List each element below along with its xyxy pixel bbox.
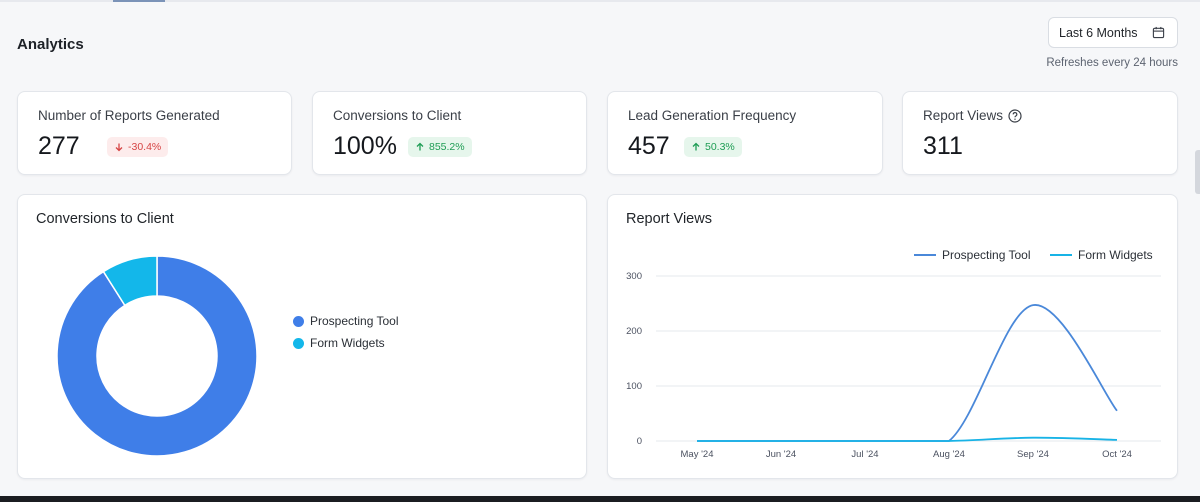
- donut-slice-1[interactable]: [102, 255, 158, 307]
- arrow-down-icon: [115, 143, 123, 152]
- scroll-edge: [1195, 150, 1200, 194]
- report-views-chart-panel: Report Views Prospecting Tool Form Widge…: [607, 194, 1178, 479]
- legend-dot: [293, 337, 304, 349]
- legend-swatch: [914, 254, 936, 256]
- kpi-card-reports-generated: Number of Reports Generated 277 -30.4%: [17, 91, 292, 175]
- kpi-label: Lead Generation Frequency: [628, 108, 797, 123]
- calendar-icon: [1152, 26, 1165, 39]
- legend-label: Prospecting Tool: [310, 314, 399, 328]
- x-tick-label: Oct '24: [1102, 449, 1132, 460]
- change-badge: 855.2%: [408, 137, 472, 157]
- legend-label: Form Widgets: [310, 336, 385, 350]
- legend-item-form-widgets: Form Widgets: [1050, 248, 1153, 262]
- kpi-value: 277: [38, 132, 80, 160]
- kpi-card-lead-frequency: Lead Generation Frequency 457 50.3%: [607, 91, 883, 175]
- line-chart: 0 100 200 300 May '24 Jun '24 Jul '24 Aug '24 Se…: [626, 271, 1161, 460]
- question-circle-icon[interactable]: [1008, 108, 1022, 123]
- donut-chart: [56, 255, 258, 457]
- legend-label: Form Widgets: [1078, 248, 1153, 262]
- legend-swatch: [1050, 254, 1072, 256]
- refresh-note: Refreshes every 24 hours: [1046, 57, 1178, 69]
- kpi-value: 457: [628, 132, 670, 160]
- change-value: 50.3%: [705, 141, 735, 153]
- series-line-1[interactable]: [696, 436, 1118, 442]
- x-tick-label: Jun '24: [766, 449, 796, 460]
- y-tick-label: 300: [626, 271, 642, 282]
- change-value: 855.2%: [429, 141, 465, 153]
- x-tick-label: Sep '24: [1017, 449, 1049, 460]
- legend-item-prospecting: Prospecting Tool: [293, 314, 399, 328]
- change-badge: -30.4%: [107, 137, 169, 157]
- y-tick-label: 100: [626, 381, 642, 392]
- kpi-label: Number of Reports Generated: [38, 108, 220, 123]
- change-badge: 50.3%: [684, 137, 742, 157]
- kpi-value: 100%: [333, 132, 397, 160]
- change-value: -30.4%: [128, 141, 162, 153]
- arrow-up-icon: [692, 142, 700, 151]
- legend-item-form-widgets: Form Widgets: [293, 336, 385, 350]
- page-title: Analytics: [17, 36, 84, 53]
- chart-title: Report Views: [626, 211, 712, 227]
- kpi-card-conversions: Conversions to Client 100% 855.2%: [312, 91, 587, 175]
- legend-dot: [293, 315, 304, 327]
- legend-item-prospecting: Prospecting Tool: [914, 248, 1031, 262]
- conversions-chart-panel: Conversions to Client Prospecting Tool F…: [17, 194, 587, 479]
- x-tick-label: Jul '24: [851, 449, 878, 460]
- x-tick-label: Aug '24: [933, 449, 965, 460]
- legend-label: Prospecting Tool: [942, 248, 1031, 262]
- bottom-bar: [0, 496, 1200, 502]
- series-line-0[interactable]: [696, 304, 1118, 442]
- top-tab-strip: [0, 0, 1200, 2]
- kpi-label: Report Views: [923, 108, 1022, 123]
- kpi-label: Conversions to Client: [333, 108, 462, 123]
- date-range-button[interactable]: Last 6 Months: [1048, 17, 1178, 48]
- active-tab-indicator: [113, 0, 165, 2]
- donut-slice-0[interactable]: [56, 255, 258, 457]
- date-range-label: Last 6 Months: [1059, 25, 1138, 40]
- y-tick-label: 0: [637, 436, 642, 447]
- chart-title: Conversions to Client: [36, 211, 174, 227]
- x-tick-label: May '24: [681, 449, 714, 460]
- y-tick-label: 200: [626, 326, 642, 337]
- kpi-card-report-views: Report Views 311: [902, 91, 1178, 175]
- arrow-up-icon: [416, 142, 424, 151]
- kpi-value: 311: [923, 132, 963, 160]
